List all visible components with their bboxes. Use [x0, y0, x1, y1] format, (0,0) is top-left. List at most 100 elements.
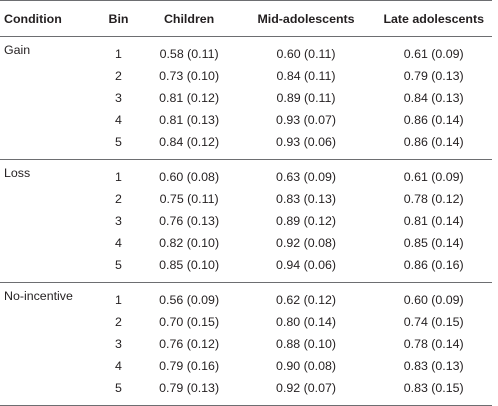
children-cell: 0.79 (0.16) — [159, 359, 220, 373]
mid-adolescents-cell: 0.62 (0.12) — [276, 293, 336, 307]
condition-cell — [0, 188, 95, 210]
table-row: Gain 1 0.58 (0.11) 0.60 (0.11) 0.61 (0.09) — [0, 37, 492, 66]
table-row: 5 0.79 (0.13) 0.92 (0.07) 0.83 (0.15) — [0, 377, 492, 406]
table-row: 3 0.76 (0.13) 0.89 (0.12) 0.81 (0.14) — [0, 210, 492, 232]
condition-cell — [0, 65, 95, 87]
children-cell: 0.82 (0.10) — [159, 236, 220, 250]
table-row: Loss 1 0.60 (0.08) 0.63 (0.09) 0.61 (0.09) — [0, 160, 492, 189]
header-children: Children — [141, 0, 237, 37]
condition-cell — [0, 210, 95, 232]
late-adolescents-cell: 0.81 (0.14) — [403, 214, 464, 228]
children-cell: 0.73 (0.10) — [159, 69, 220, 83]
mid-adolescents-cell: 0.92 (0.07) — [236, 377, 376, 406]
bin-cell: 4 — [115, 113, 122, 127]
table-row: 2 0.70 (0.15) 0.80 (0.14) 0.74 (0.15) — [0, 311, 492, 333]
bin-cell: 5 — [95, 377, 142, 406]
bin-cell: 1 — [115, 293, 122, 307]
late-adolescents-cell: 0.86 (0.14) — [403, 113, 464, 127]
mid-adolescents-cell: 0.93 (0.07) — [276, 113, 336, 127]
late-adolescents-cell: 0.83 (0.13) — [403, 359, 464, 373]
header-mid-adolescents: Mid-adolescents — [236, 0, 376, 37]
condition-cell: Loss — [4, 166, 31, 180]
condition-cell — [0, 254, 96, 283]
table-row: 5 0.85 (0.10) 0.94 (0.06) 0.86 (0.16) — [0, 254, 492, 283]
table-body: Gain 1 0.58 (0.11) 0.60 (0.11) 0.61 (0.09) 2 0… — [0, 37, 492, 406]
late-adolescents-cell: 0.78 (0.14) — [403, 337, 464, 351]
table-row: 3 0.76 (0.12) 0.88 (0.10) 0.78 (0.14) — [0, 333, 492, 355]
bin-cell: 2 — [115, 69, 122, 83]
bin-cell: 4 — [115, 236, 122, 250]
bin-cell: 3 — [115, 214, 122, 228]
table-row: 5 0.84 (0.12) 0.93 (0.06) 0.86 (0.14) — [0, 131, 492, 160]
condition-cell — [0, 333, 95, 355]
bin-cell: 4 — [115, 359, 122, 373]
mid-adolescents-cell: 0.88 (0.10) — [276, 337, 336, 351]
children-cell: 0.60 (0.08) — [159, 170, 220, 184]
table-row: 4 0.79 (0.16) 0.90 (0.08) 0.83 (0.13) — [0, 355, 492, 377]
table-row: No-incentive 1 0.56 (0.09) 0.62 (0.12) 0.60 … — [0, 283, 492, 312]
mid-adolescents-cell: 0.80 (0.14) — [276, 315, 336, 329]
children-cell: 0.81 (0.12) — [159, 91, 220, 105]
mid-adolescents-cell: 0.90 (0.08) — [276, 359, 336, 373]
table-row: 3 0.81 (0.12) 0.89 (0.11) 0.84 (0.13) — [0, 87, 492, 109]
header-bin: Bin — [95, 0, 142, 37]
mid-adolescents-cell: 0.83 (0.13) — [276, 192, 336, 206]
bin-cell: 2 — [115, 315, 122, 329]
late-adolescents-cell: 0.74 (0.15) — [403, 315, 464, 329]
bin-cell: 5 — [95, 131, 142, 160]
condition-cell — [0, 87, 95, 109]
late-adolescents-cell: 0.85 (0.14) — [403, 236, 464, 250]
header-condition: Condition — [0, 0, 96, 37]
table-row: 2 0.75 (0.11) 0.83 (0.13) 0.78 (0.12) — [0, 188, 492, 210]
late-adolescents-cell: 0.86 (0.16) — [375, 254, 492, 283]
table-header: Condition Bin Children Mid-adolescents L… — [0, 0, 492, 37]
bin-cell: 3 — [115, 91, 122, 105]
mid-adolescents-cell: 0.93 (0.06) — [236, 131, 376, 160]
children-cell: 0.81 (0.13) — [159, 113, 220, 127]
table-row: 2 0.73 (0.10) 0.84 (0.11) 0.79 (0.13) — [0, 65, 492, 87]
condition-cell — [0, 232, 95, 254]
header-row: Condition Bin Children Mid-adolescents L… — [0, 0, 492, 37]
bin-cell: 1 — [115, 170, 122, 184]
condition-cell — [0, 377, 96, 406]
mid-adolescents-cell: 0.94 (0.06) — [236, 254, 376, 283]
children-cell: 0.56 (0.09) — [159, 293, 220, 307]
children-cell: 0.79 (0.13) — [141, 377, 237, 406]
table-row: 4 0.81 (0.13) 0.93 (0.07) 0.86 (0.14) — [0, 109, 492, 131]
late-adolescents-cell: 0.78 (0.12) — [403, 192, 464, 206]
condition-cell — [0, 355, 95, 377]
late-adolescents-cell: 0.83 (0.15) — [375, 377, 492, 406]
children-cell: 0.85 (0.10) — [141, 254, 237, 283]
mid-adolescents-cell: 0.60 (0.11) — [276, 47, 336, 61]
mid-adolescents-cell: 0.89 (0.12) — [276, 214, 336, 228]
mid-adolescents-cell: 0.63 (0.09) — [276, 170, 336, 184]
condition-cell: Gain — [4, 43, 31, 57]
bin-cell: 2 — [115, 192, 122, 206]
bin-cell: 5 — [95, 254, 142, 283]
late-adolescents-cell: 0.61 (0.09) — [403, 47, 464, 61]
bin-cell: 1 — [115, 47, 122, 61]
condition-cell: No-incentive — [4, 289, 73, 303]
bin-cell: 3 — [115, 337, 122, 351]
table-row: 4 0.82 (0.10) 0.92 (0.08) 0.85 (0.14) — [0, 232, 492, 254]
mid-adolescents-cell: 0.92 (0.08) — [276, 236, 336, 250]
header-late-adolescents: Late adolescents — [375, 0, 492, 37]
children-cell: 0.76 (0.12) — [159, 337, 220, 351]
mid-adolescents-cell: 0.84 (0.11) — [276, 69, 336, 83]
late-adolescents-cell: 0.86 (0.14) — [375, 131, 492, 160]
children-cell: 0.70 (0.15) — [159, 315, 220, 329]
children-cell: 0.84 (0.12) — [141, 131, 237, 160]
children-cell: 0.76 (0.13) — [159, 214, 220, 228]
children-cell: 0.75 (0.11) — [159, 192, 219, 206]
late-adolescents-cell: 0.84 (0.13) — [403, 91, 464, 105]
condition-cell — [0, 131, 96, 160]
condition-cell — [0, 109, 95, 131]
children-cell: 0.58 (0.11) — [159, 47, 219, 61]
condition-cell — [0, 311, 95, 333]
late-adolescents-cell: 0.79 (0.13) — [403, 69, 464, 83]
late-adolescents-cell: 0.60 (0.09) — [403, 293, 464, 307]
mid-adolescents-cell: 0.89 (0.11) — [276, 91, 336, 105]
late-adolescents-cell: 0.61 (0.09) — [403, 170, 464, 184]
